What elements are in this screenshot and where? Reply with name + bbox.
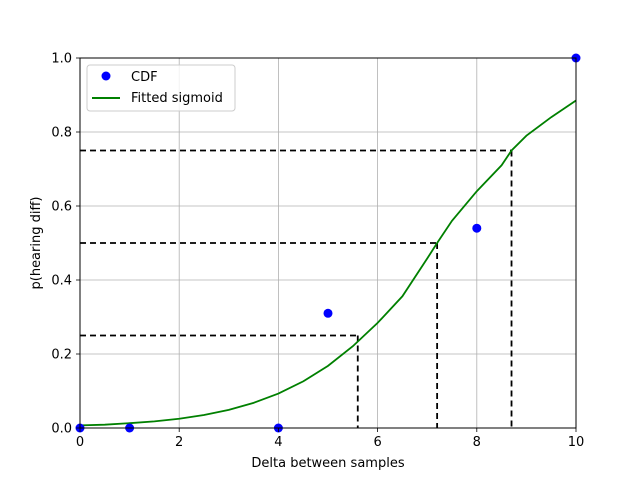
x-tick-label: 8 [473,435,481,450]
y-tick-label: 0.0 [51,422,72,437]
y-tick-label: 0.2 [51,348,72,363]
x-axis-label: Delta between samples [251,456,404,471]
legend-cdf-marker [101,71,111,81]
legend-sigmoid-label: Fitted sigmoid [131,91,223,106]
sigmoid-line [79,99,577,427]
y-axis-label: p(hearing diff) [29,197,44,290]
x-tick-label: 2 [175,435,183,450]
ticks [76,57,577,432]
series-lines [79,99,577,427]
x-tick-label: 10 [568,435,585,450]
tick-labels: 0 2 4 6 8 10 0.0 0.2 0.4 0.6 0.8 1.0 [51,52,584,451]
x-tick-label: 4 [274,435,282,450]
y-tick-label: 0.6 [51,200,72,215]
plot-frame [79,57,577,429]
legend: CDF Fitted sigmoid [86,64,236,112]
y-tick-label: 0.4 [51,274,72,289]
y-tick-label: 1.0 [51,52,72,67]
y-tick-label: 0.8 [51,126,72,141]
reference-lines [80,149,513,428]
legend-cdf-label: CDF [131,70,158,85]
cdf-point [323,308,333,318]
x-tick-label: 6 [373,435,381,450]
legend-box [86,64,236,112]
cdf-point [472,223,482,233]
x-tick-label: 0 [76,435,84,450]
